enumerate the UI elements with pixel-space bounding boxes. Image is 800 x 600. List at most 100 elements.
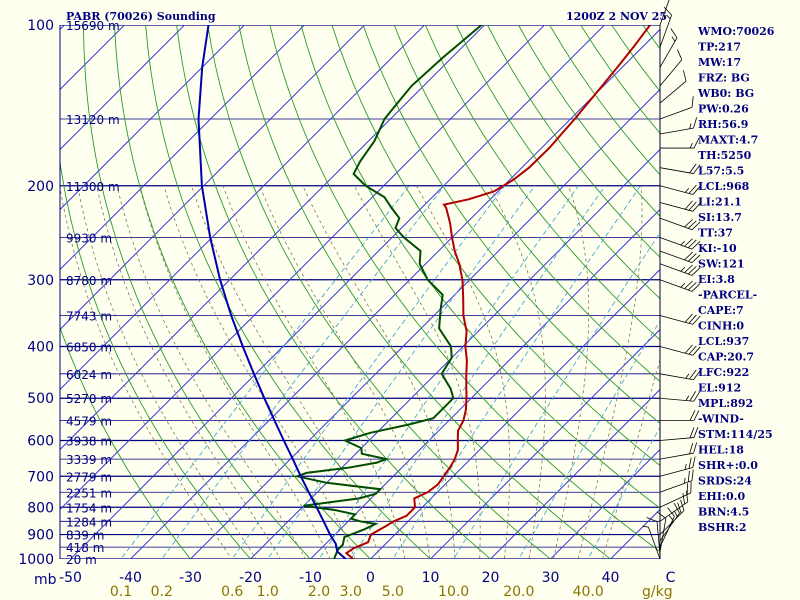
mixing-ratio-label: 2.0 [308,584,330,600]
barb-shaft [659,59,683,87]
barb-half-feather [685,373,690,379]
wind-barb [659,490,689,522]
wind-barb [659,369,701,381]
wind-barb [659,456,696,477]
parcel-path-line [197,25,348,559]
dry-adiabat [82,25,312,559]
wind-barb [659,117,698,135]
index-item: WMO:70026 [697,25,775,38]
barb-shaft [659,127,694,135]
index-item: TT:37 [698,227,733,240]
mixing-ratio-line [267,185,536,559]
height-label: 1754 m [66,501,112,515]
barb-feather [684,238,693,247]
index-item: EHI:0.0 [698,490,745,503]
mixing-ratio-label: 5.0 [382,584,404,600]
barb-shaft [659,80,687,104]
barb-shaft [659,397,694,402]
index-item: RH:56.9 [698,118,748,131]
height-label: 2779 m [66,470,112,484]
pressure-tick-label: 800 [27,500,54,516]
barb-shaft [659,510,685,535]
barb-shaft [659,512,680,542]
wind-barb [659,344,701,356]
barb-shaft [659,373,694,381]
barb-feather [687,220,697,229]
barb-feather [684,219,693,228]
mb-label: mb [34,572,57,588]
index-item: STM:114/25 [698,428,773,441]
isotherm [189,88,660,559]
pressure-tick-label: 700 [27,469,54,485]
wind-barb [659,0,673,26]
pressure-tick-label: 200 [27,179,54,195]
moist-adiabat [138,185,331,559]
wind-barb [659,507,675,548]
barb-feather [680,499,685,511]
moist-adiabat [415,185,511,559]
barb-half-feather [642,526,649,528]
isotherm [60,25,546,511]
isotherm [60,25,486,451]
barb-feather [687,282,697,291]
barb-feather [691,241,701,250]
moist-adiabat [489,185,546,559]
chart-title: PABR (70026) Sounding [66,10,216,23]
barb-half-feather [680,267,686,272]
barb-feather [692,202,701,212]
barb-feather [689,427,695,439]
index-item: -PARCEL- [698,289,757,302]
index-item: MPL:892 [698,397,753,410]
barb-feather [670,28,678,39]
temperature-tick-label: -20 [239,570,262,586]
moist-adiabat [60,185,233,559]
index-item: CAP:20.7 [698,351,754,364]
height-label: 839 m [66,529,104,543]
wind-barb [659,391,701,402]
barb-half-feather [689,142,693,149]
barb-feather [686,483,688,495]
height-label: 13120 m [66,113,120,127]
index-item: TH:5250 [698,149,752,162]
moist-adiabat [553,185,590,559]
barb-feather [687,470,690,483]
mixing-ratio-line [120,185,410,559]
barb-shaft [659,237,693,250]
dry-adiabat [176,25,492,559]
barb-half-feather [680,283,686,288]
barb-feather [688,345,697,355]
wind-barb [659,481,692,508]
barb-feather [691,267,701,276]
wind-barb [659,217,701,231]
dry-adiabat [114,25,372,559]
height-label: 4579 m [66,414,112,428]
wind-barb [660,410,700,421]
barb-shaft [659,263,693,276]
barb-feather [693,370,701,380]
barb-feather [693,410,700,421]
wind-barb [659,6,673,48]
index-item: SW:121 [698,258,745,271]
barb-shaft [659,37,678,68]
barb-feather [667,507,675,517]
isotherm [69,25,606,559]
mixing-ratio-label: 3.0 [340,584,362,600]
mixing-ratio-line [587,426,660,559]
pressure-tick-label: 600 [27,434,54,450]
index-item: FRZ: BG [698,72,750,85]
barb-shaft [659,217,693,231]
barb-feather [684,280,693,289]
barb-shaft [659,518,667,553]
wind-barb [659,184,701,195]
pressure-tick-label: 1000 [18,552,54,568]
barb-feather [689,410,696,421]
index-item: PW:0.26 [698,103,749,116]
isotherm [369,268,660,559]
temperature-tick-label: 0 [366,570,375,586]
dry-adiabat [393,25,660,383]
index-item: BSHR:2 [698,521,747,534]
barb-shaft [659,492,691,508]
isotherm [60,25,306,271]
wind-barb [659,49,683,87]
barb-shaft [659,167,694,174]
